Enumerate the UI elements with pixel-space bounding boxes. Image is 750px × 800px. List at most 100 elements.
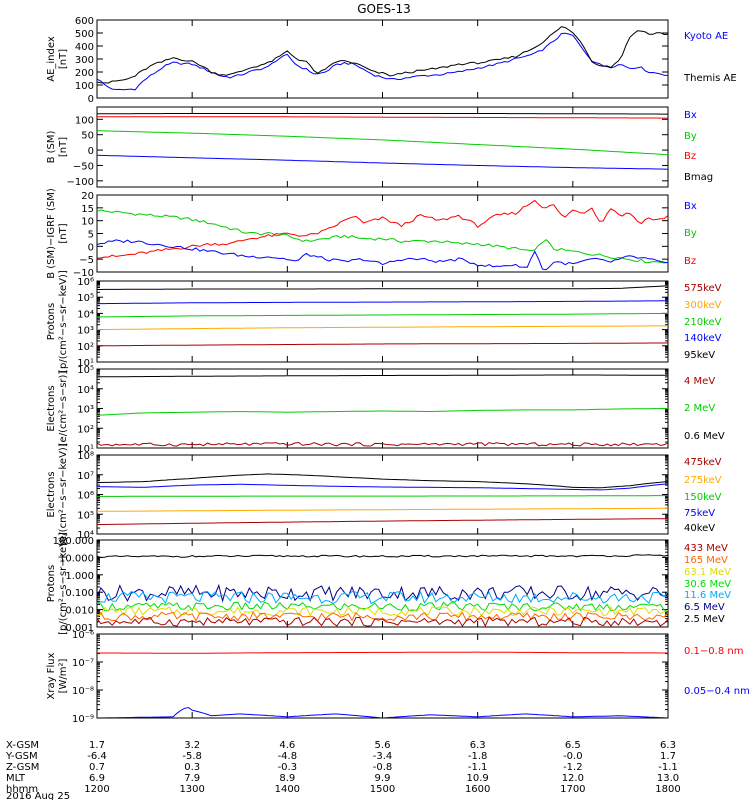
series-line-210kev xyxy=(97,312,668,318)
x-row-value: 13.0 xyxy=(657,773,679,784)
x-row-value: 4.6 xyxy=(279,740,295,751)
y-tick-label: 0.100 xyxy=(65,588,94,599)
y-tick-label: 10³ xyxy=(77,405,94,416)
y-tick-label: 10⁸ xyxy=(77,451,94,462)
legend-entry: Bz xyxy=(684,151,696,162)
y-tick-label: 10⁷ xyxy=(77,471,94,482)
x-row-value: 1.7 xyxy=(660,751,676,762)
y-tick-label: 400 xyxy=(75,42,94,53)
x-row-value: -1.2 xyxy=(563,762,583,773)
y-tick-label: 10⁵ xyxy=(77,365,94,376)
x-row-value: 1.7 xyxy=(89,740,105,751)
series-line-150kev xyxy=(97,495,668,497)
legend-entry: 75keV xyxy=(684,508,715,519)
legend-entry: 30.6 MeV xyxy=(684,579,731,590)
x-row-value: -0.0 xyxy=(563,751,583,762)
y-axis-label: AE_index xyxy=(46,36,57,82)
series-line-bz xyxy=(97,116,668,119)
legend-entry: 165 MeV xyxy=(684,555,728,566)
x-row-value: -1.8 xyxy=(468,751,488,762)
x-row-value: -3.4 xyxy=(373,751,393,762)
series-line-165-mev xyxy=(97,611,668,622)
panel-1: 0 100 200 300 400 500 600 AE_index [nT] Kyoto AE T… xyxy=(46,16,737,105)
panel-6: 10⁴ 10⁵ 10⁶ 10⁷ 10⁸ Electrons [e/(cm²−s−sr−keV… xyxy=(46,443,722,546)
legend-entry: 475keV xyxy=(684,457,722,468)
y-tick-label: 100 xyxy=(75,115,94,126)
x-row-value: 6.3 xyxy=(660,740,676,751)
y-tick-label: 5 xyxy=(88,230,94,241)
y-axis-label: [nT] xyxy=(58,137,69,157)
y-tick-label: 0.001 xyxy=(65,623,94,634)
y-tick-label: 10⁵ xyxy=(77,510,94,521)
y-axis-label: Electrons xyxy=(46,385,57,431)
series-line-433-mev xyxy=(97,616,668,627)
panel-series xyxy=(97,651,668,718)
date-label: 2016 Aug 25 xyxy=(6,791,70,800)
y-tick-label: 1.000 xyxy=(65,571,94,582)
x-row-label: Z-GSM xyxy=(6,762,39,773)
panel-4: 10¹ 10² 10³ 10⁴ 10⁵ 10⁶ Protons [p/(cm²−s−sr−ke… xyxy=(46,270,722,373)
y-tick-label: 10 xyxy=(81,217,94,228)
y-tick-label: 10² xyxy=(77,424,94,435)
panel-series xyxy=(97,26,668,91)
x-row-value: 1200 xyxy=(84,784,109,795)
panel-series xyxy=(97,554,668,627)
y-axis-label: [e/(cm²−s−sr)] xyxy=(58,371,69,447)
legend-entry: 0.05−0.4 nm xyxy=(684,686,750,697)
y-tick-label: −5 xyxy=(79,255,94,266)
legend-entry: 63.1 MeV xyxy=(684,567,731,578)
legend-entry: 40keV xyxy=(684,523,715,534)
y-tick-label: 10.000 xyxy=(59,553,94,564)
series-line-0-6-mev xyxy=(97,374,668,378)
x-row-value: 12.0 xyxy=(562,773,584,784)
y-tick-label: 0.010 xyxy=(65,606,94,617)
legend-entry: 150keV xyxy=(684,492,722,503)
series-line-11-6-mev xyxy=(97,590,668,605)
panel-frame xyxy=(96,106,669,188)
panel-series xyxy=(97,285,668,347)
panel-3: −10 −5 05 10 15 20 B (SM)−IGRF (SM) [nT] Bx By Bz xyxy=(46,188,697,279)
y-tick-label: 500 xyxy=(75,29,94,40)
series-line-bz xyxy=(97,199,668,259)
series-line-300kev xyxy=(97,325,668,331)
x-row-value: 0.3 xyxy=(184,762,200,773)
series-line-30-6-mev xyxy=(97,601,668,612)
legend-entry: 95keV xyxy=(684,350,715,361)
x-row-value: 3.2 xyxy=(184,740,200,751)
y-tick-label: 10⁻⁸ xyxy=(72,686,94,697)
y-axis-label: [p/(cm²−s−sr−keV)] xyxy=(58,270,69,373)
y-tick-label: 10¹ xyxy=(77,358,94,369)
y-axis-label: Electrons xyxy=(46,471,57,517)
x-row-value: 1700 xyxy=(560,784,585,795)
y-tick-label: 300 xyxy=(75,55,94,66)
legend-entry: Bx xyxy=(684,110,697,121)
y-tick-label: 10² xyxy=(77,342,94,353)
y-tick-label: 10⁻⁹ xyxy=(72,714,94,725)
legend-entry: 140keV xyxy=(684,333,722,344)
y-tick-label: 0 xyxy=(88,242,94,253)
series-line-475kev xyxy=(97,518,668,526)
chart-title: GOES-13 xyxy=(357,2,411,16)
y-tick-label: 10⁻⁶ xyxy=(72,630,94,641)
legend-entry: 2 MeV xyxy=(684,403,715,414)
legend-entry: 11.6 MeV xyxy=(684,590,731,601)
series-line-kyoto-ae xyxy=(97,32,668,91)
legend-entry: 575keV xyxy=(684,283,722,294)
panel-series xyxy=(97,199,668,271)
y-tick-label: 15 xyxy=(81,204,94,215)
panel-series xyxy=(97,374,668,447)
y-tick-label: 10¹ xyxy=(77,444,94,455)
x-row-value: 5.6 xyxy=(375,740,391,751)
y-tick-label: 200 xyxy=(75,68,94,79)
y-tick-label: 10⁴ xyxy=(77,309,94,320)
series-line-0-05-0-4-nm xyxy=(97,706,668,718)
x-row-value: 6.9 xyxy=(89,773,105,784)
y-axis-label: Xray Flux xyxy=(46,652,57,699)
legend-entry: Bmag xyxy=(684,172,713,183)
y-tick-label: −10 xyxy=(73,268,94,279)
series-line-140kev xyxy=(97,300,668,305)
y-tick-label: 0 xyxy=(88,94,94,105)
series-line-75kev xyxy=(97,483,668,491)
y-tick-label: 50 xyxy=(81,131,94,142)
